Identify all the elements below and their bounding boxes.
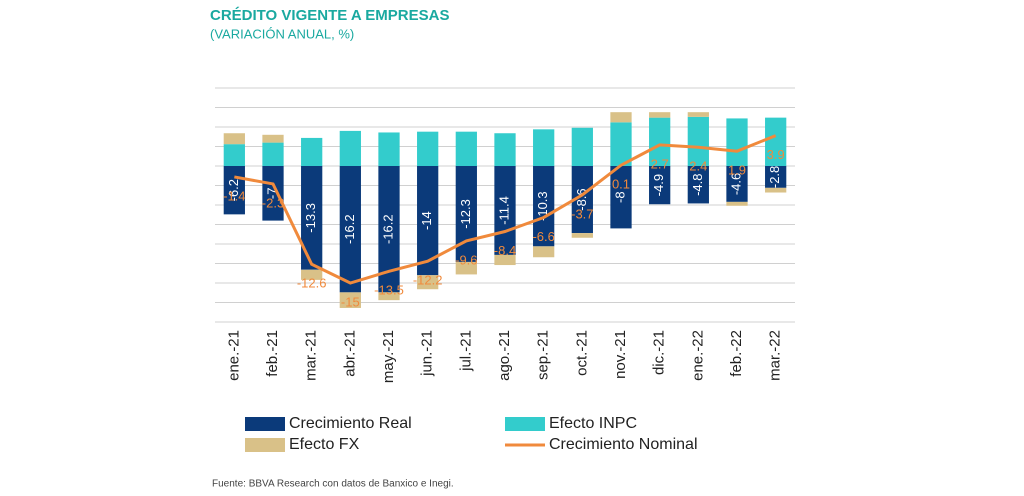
chart-subtitle: (VARIACIÓN ANUAL, %) bbox=[210, 26, 354, 41]
line-label: -13.5 bbox=[374, 283, 404, 298]
line-label: 2.7 bbox=[651, 156, 669, 171]
bar-segment bbox=[649, 117, 671, 166]
line-label: 3.9 bbox=[767, 147, 785, 162]
bar-segment bbox=[223, 133, 245, 145]
data-label: -6.2 bbox=[226, 179, 241, 201]
line-label: -12.6 bbox=[297, 276, 327, 291]
bar-segment bbox=[455, 166, 477, 262]
bar-segment bbox=[378, 132, 400, 166]
bar-segment bbox=[571, 233, 593, 238]
x-tick-label: feb.-21 bbox=[264, 330, 281, 377]
bar-segment bbox=[417, 275, 439, 290]
bar-segment bbox=[339, 166, 361, 293]
x-tick-label: dic.-21 bbox=[651, 330, 668, 375]
line-label: 0.1 bbox=[612, 177, 630, 192]
bar-segment bbox=[610, 122, 632, 166]
line-series bbox=[234, 134, 777, 285]
bar-segment bbox=[533, 246, 555, 258]
data-label: -4.6 bbox=[728, 173, 743, 195]
bar-segment bbox=[262, 142, 284, 166]
data-label: -4.8 bbox=[690, 174, 705, 196]
bar-segment bbox=[610, 112, 632, 123]
bar-segment bbox=[533, 166, 555, 247]
line-label: -3.7 bbox=[571, 206, 593, 221]
x-tick-label: jul.-21 bbox=[457, 330, 474, 372]
bar-segment bbox=[494, 254, 516, 266]
data-label: -16.2 bbox=[380, 214, 395, 244]
legend-label: Efecto FX bbox=[289, 436, 360, 453]
x-tick-label: sep.-21 bbox=[535, 330, 552, 380]
legend-swatch bbox=[245, 438, 285, 452]
bar-segment bbox=[339, 130, 361, 166]
x-tick-label: nov.-21 bbox=[612, 330, 629, 379]
bar-segment bbox=[262, 134, 284, 143]
bar-segment bbox=[378, 166, 400, 293]
x-tick-label: ene.-21 bbox=[225, 330, 242, 381]
line-label: 2.4 bbox=[689, 159, 707, 174]
line-label: -2.3 bbox=[262, 195, 284, 210]
bar-segment bbox=[301, 137, 323, 166]
data-label: -13.3 bbox=[303, 203, 318, 233]
data-label: -12.3 bbox=[458, 199, 473, 229]
data-label: -16.2 bbox=[342, 214, 357, 244]
bar-segment bbox=[455, 261, 477, 275]
data-label: -14 bbox=[419, 211, 434, 230]
x-tick-label: ago.-21 bbox=[496, 330, 513, 381]
bar-segment bbox=[726, 118, 748, 166]
legend-swatch bbox=[245, 417, 285, 431]
bar-segment bbox=[726, 166, 748, 202]
bar-segment bbox=[649, 166, 671, 205]
line-label: -12.2 bbox=[413, 273, 443, 288]
line-label: -9.6 bbox=[455, 252, 477, 267]
bar-segment bbox=[571, 166, 593, 234]
bar-segment bbox=[765, 117, 787, 166]
bar-segment bbox=[301, 166, 323, 270]
bar-segment bbox=[455, 131, 477, 166]
line-label: -1.4 bbox=[223, 188, 245, 203]
data-label: -4.9 bbox=[651, 174, 666, 196]
line-label: -6.6 bbox=[532, 229, 554, 244]
bar-segment bbox=[571, 127, 593, 166]
source: Fuente: BBVA Research con datos de Banxi… bbox=[212, 479, 454, 490]
x-tick-label: jun.-21 bbox=[419, 330, 436, 377]
bar-segment bbox=[610, 166, 632, 229]
x-tick-label: abr.-21 bbox=[341, 330, 358, 377]
bar-segment bbox=[417, 166, 439, 276]
bar-segment bbox=[649, 112, 671, 118]
bar-segment bbox=[533, 129, 555, 166]
legend-label: Crecimiento Real bbox=[289, 415, 412, 432]
data-label: -7 bbox=[264, 188, 279, 200]
bar-segment bbox=[301, 269, 323, 280]
chart-title: CRÉDITO VIGENTE A EMPRESAS bbox=[210, 7, 449, 24]
legend-swatch bbox=[505, 417, 545, 431]
line-label: -8.4 bbox=[494, 243, 516, 258]
bar-segment bbox=[417, 131, 439, 166]
bar-segment bbox=[765, 166, 787, 188]
x-tick-label: mar.-21 bbox=[303, 330, 320, 381]
x-tick-label: ene.-22 bbox=[689, 330, 706, 381]
legend-label: Crecimiento Nominal bbox=[549, 436, 698, 453]
bar-segment bbox=[687, 166, 709, 204]
bar-segment bbox=[339, 292, 361, 308]
legend-label: Efecto INPC bbox=[549, 415, 637, 432]
x-tick-label: oct.-21 bbox=[573, 330, 590, 376]
data-label: -2.8 bbox=[767, 166, 782, 188]
bar-segment bbox=[223, 144, 245, 166]
line-label: -15 bbox=[341, 294, 360, 309]
bar-segment bbox=[687, 116, 709, 166]
bar-segment bbox=[494, 133, 516, 166]
x-tick-label: may.-21 bbox=[380, 330, 397, 383]
bar-segment bbox=[687, 112, 709, 117]
x-tick-label: feb.-22 bbox=[728, 330, 745, 377]
data-label: -10.3 bbox=[535, 191, 550, 221]
data-label: -8 bbox=[612, 191, 627, 203]
bar-segment bbox=[726, 201, 748, 206]
bar-segment bbox=[765, 187, 787, 193]
x-tick-label: mar.-22 bbox=[767, 330, 784, 381]
bar-segment bbox=[262, 166, 284, 221]
bar-segment bbox=[378, 292, 400, 301]
data-label: -11.4 bbox=[496, 196, 511, 225]
line-label: 1.9 bbox=[728, 163, 746, 178]
